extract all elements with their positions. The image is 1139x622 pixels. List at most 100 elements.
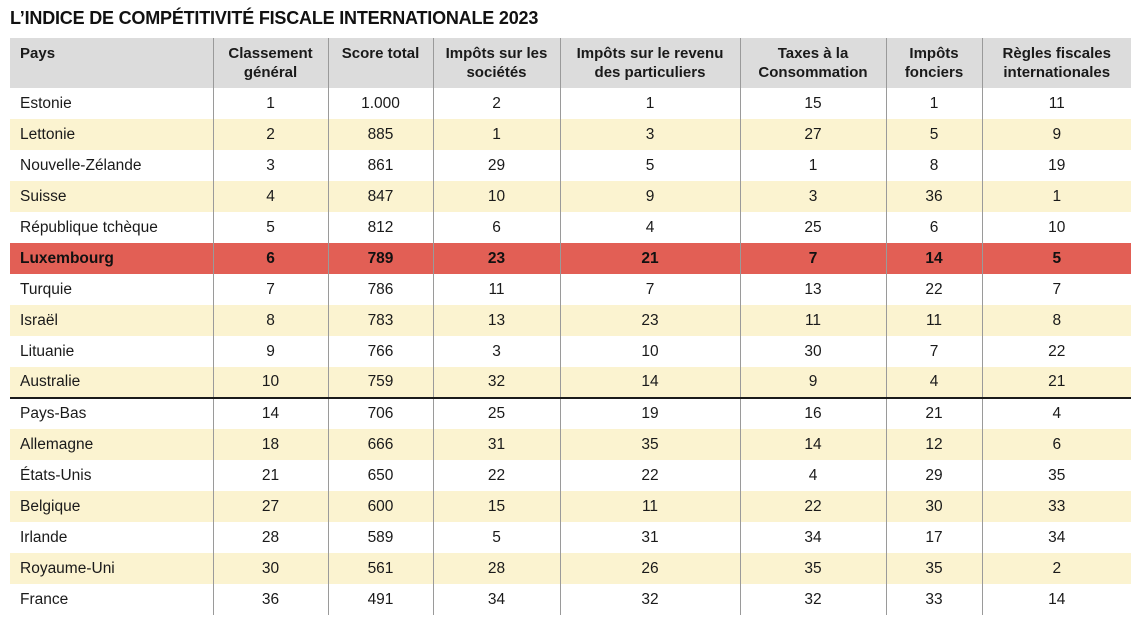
value-cell: 7 bbox=[212, 274, 328, 305]
table-row: Nouvelle-Zélande 3 861 29 5 1 8 19 bbox=[10, 150, 1131, 181]
value-cell: 8 bbox=[981, 305, 1131, 336]
value-cell: 4 bbox=[212, 181, 328, 212]
value-cell: 14 bbox=[981, 584, 1131, 615]
value-cell: 4 bbox=[559, 212, 740, 243]
value-cell: 7 bbox=[559, 274, 740, 305]
value-cell: 5 bbox=[432, 522, 560, 553]
value-cell: 4 bbox=[739, 460, 886, 491]
value-cell: 1.000 bbox=[327, 88, 433, 119]
value-cell: 12 bbox=[885, 429, 982, 460]
value-cell: 786 bbox=[327, 274, 433, 305]
country-cell: Suisse bbox=[10, 181, 213, 212]
value-cell: 7 bbox=[885, 336, 982, 367]
value-cell: 9 bbox=[981, 119, 1131, 150]
value-cell: 15 bbox=[432, 491, 560, 522]
value-cell: 35 bbox=[739, 553, 886, 584]
value-cell: 33 bbox=[981, 491, 1131, 522]
value-cell: 31 bbox=[432, 429, 560, 460]
value-cell: 1 bbox=[559, 88, 740, 119]
value-cell: 13 bbox=[432, 305, 560, 336]
country-cell: Irlande bbox=[20, 528, 68, 546]
value-cell: 17 bbox=[885, 522, 982, 553]
value-cell: 9 bbox=[739, 367, 886, 398]
value-cell: 36 bbox=[885, 181, 982, 212]
table-row: Belgique 27 600 15 11 22 30 33 bbox=[10, 491, 1131, 522]
value-cell: 21 bbox=[885, 397, 982, 429]
value-cell: 4 bbox=[885, 367, 982, 398]
value-cell: 10 bbox=[432, 181, 560, 212]
country-cell: République tchèque bbox=[20, 218, 158, 236]
table-row: Israël 8 783 13 23 11 11 8 bbox=[10, 305, 1131, 336]
value-cell: 35 bbox=[559, 429, 740, 460]
value-cell: 33 bbox=[885, 584, 982, 615]
value-cell: 759 bbox=[327, 367, 433, 398]
value-cell: 2 bbox=[981, 553, 1131, 584]
value-cell: 23 bbox=[559, 305, 740, 336]
country-cell: Belgique bbox=[10, 491, 213, 522]
value-cell: 22 bbox=[432, 460, 560, 491]
value-cell: 11 bbox=[739, 305, 886, 336]
country-cell: Allemagne bbox=[10, 429, 213, 460]
table-row: Irlande 28 589 5 31 34 17 34 bbox=[10, 522, 1131, 553]
value-cell: 7 bbox=[981, 274, 1131, 305]
column-header: Pays bbox=[10, 38, 213, 88]
value-cell: 11 bbox=[885, 305, 982, 336]
table-row: Lettonie 2 885 1 3 27 5 9 bbox=[10, 119, 1131, 150]
value-cell: 6 bbox=[981, 429, 1131, 460]
value-cell: 34 bbox=[739, 522, 886, 553]
value-cell: 650 bbox=[327, 460, 433, 491]
value-cell: 5 bbox=[981, 243, 1131, 274]
value-cell: 25 bbox=[432, 397, 560, 429]
value-cell: 861 bbox=[327, 150, 433, 181]
chart-title: L’INDICE DE COMPÉTITIVITÉ FISCALE INTERN… bbox=[10, 8, 539, 28]
value-cell: 32 bbox=[432, 367, 560, 398]
value-cell: 5 bbox=[885, 119, 982, 150]
value-cell: 6 bbox=[885, 212, 982, 243]
value-cell: 34 bbox=[981, 522, 1131, 553]
value-cell: 847 bbox=[327, 181, 433, 212]
value-cell: 11 bbox=[432, 274, 560, 305]
value-cell: 25 bbox=[739, 212, 886, 243]
value-cell: 30 bbox=[212, 553, 328, 584]
value-cell: 14 bbox=[885, 243, 982, 274]
value-cell: 1 bbox=[432, 119, 560, 150]
table-row: Pays-Bas 14 706 25 19 16 21 4 bbox=[10, 397, 1131, 429]
country-cell: Nouvelle-Zélande bbox=[20, 156, 142, 174]
value-cell: 5 bbox=[559, 150, 740, 181]
value-cell: 30 bbox=[739, 336, 886, 367]
value-cell: 27 bbox=[739, 119, 886, 150]
country-cell: Australie bbox=[10, 367, 213, 398]
table-row: Australie 10 759 32 14 9 4 21 bbox=[10, 367, 1131, 398]
value-cell: 5 bbox=[212, 212, 328, 243]
country-cell: Estonie bbox=[20, 94, 72, 112]
value-cell: 13 bbox=[739, 274, 886, 305]
table-row: France 36 491 34 32 32 33 14 bbox=[10, 584, 1131, 615]
value-cell: 8 bbox=[212, 305, 328, 336]
value-cell: 36 bbox=[212, 584, 328, 615]
value-cell: 35 bbox=[981, 460, 1131, 491]
value-cell: 491 bbox=[327, 584, 433, 615]
value-cell: 18 bbox=[212, 429, 328, 460]
value-cell: 14 bbox=[739, 429, 886, 460]
value-cell: 21 bbox=[212, 460, 328, 491]
value-cell: 14 bbox=[559, 367, 740, 398]
value-cell: 19 bbox=[981, 150, 1131, 181]
competitiveness-table: Pays Classement général Score total Impôts … bbox=[10, 38, 1131, 615]
value-cell: 30 bbox=[885, 491, 982, 522]
country-cell: France bbox=[20, 590, 69, 608]
column-header: Classement général bbox=[212, 38, 328, 88]
column-header: Règles fiscales internationales bbox=[981, 38, 1131, 88]
value-cell: 11 bbox=[981, 88, 1131, 119]
value-cell: 21 bbox=[981, 367, 1131, 398]
value-cell: 1 bbox=[212, 88, 328, 119]
table-row: Allemagne 18 666 31 35 14 12 6 bbox=[10, 429, 1131, 460]
column-header: Taxes à la Consommation bbox=[739, 38, 886, 88]
value-cell: 1 bbox=[981, 181, 1131, 212]
table-row: États-Unis 21 650 22 22 4 29 35 bbox=[10, 460, 1131, 491]
value-cell: 766 bbox=[327, 336, 433, 367]
value-cell: 29 bbox=[885, 460, 982, 491]
country-cell: Lituanie bbox=[20, 342, 75, 360]
table-row: Estonie 1 1.000 2 1 15 1 11 bbox=[10, 88, 1131, 119]
value-cell: 9 bbox=[212, 336, 328, 367]
value-cell: 11 bbox=[559, 491, 740, 522]
